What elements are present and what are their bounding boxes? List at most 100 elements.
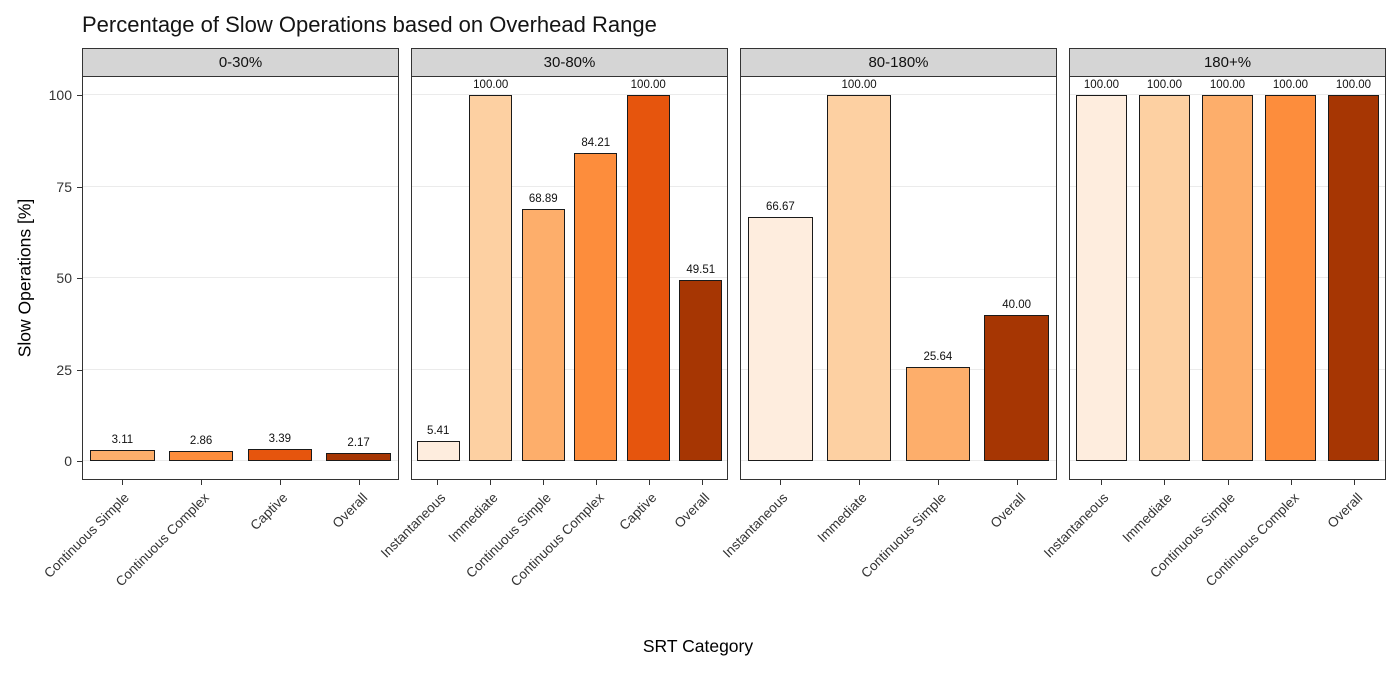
bar-slot: 2.17	[319, 437, 398, 461]
facet-panels: 0-30% 3.11 2.86 3.39 2.17 Continuous Simple Co…	[41, 48, 1386, 632]
bar-slot: 3.39	[241, 433, 320, 461]
chart-title: Percentage of Slow Operations based on O…	[82, 12, 657, 37]
bar-overall	[326, 453, 391, 461]
x-tick-mark	[543, 480, 545, 485]
x-tick-mark	[595, 480, 597, 485]
x-tick-mark	[1017, 480, 1019, 485]
bar-immediate	[469, 95, 513, 461]
panel-body: 100.00 100.00 100.00 100.00 100.00	[1069, 77, 1386, 480]
x-slot: Continuous Simple	[1147, 480, 1259, 632]
bar-value-label: 2.86	[189, 434, 213, 447]
bar-captive	[247, 448, 313, 461]
y-axis-ticks: 0 25 50 75 100	[40, 77, 82, 479]
x-tick-label: Overall	[329, 490, 370, 531]
y-tick-mark	[77, 95, 82, 96]
y-tick-mark	[77, 369, 82, 371]
facet-strip: 80-180%	[740, 48, 1057, 77]
x-tick-mark	[701, 480, 703, 485]
bar-continuous-complex	[1264, 95, 1317, 461]
bar-value-label: 49.51	[686, 263, 716, 276]
bar-slot: 100.00	[1196, 79, 1259, 461]
bar-value-label: 25.64	[923, 351, 953, 364]
gridline	[412, 94, 727, 95]
gridline	[412, 368, 727, 370]
bars: 66.67 100.00 25.64 40.00	[741, 77, 1056, 461]
x-axis-labels: Instantaneous Immediate Continuous Simple C…	[1041, 480, 1386, 632]
x-slot: Immediate	[814, 480, 898, 632]
bar-overall	[1327, 95, 1380, 461]
x-tick-mark	[648, 480, 650, 485]
bar-value-label: 100.00	[1335, 79, 1372, 91]
bar-immediate	[826, 95, 892, 461]
gridline	[741, 277, 1056, 278]
panel-body: 3.11 2.86 3.39 2.17	[82, 77, 399, 480]
x-slot: Captive	[241, 480, 320, 632]
x-slot: Immediate	[1120, 480, 1195, 632]
bar-slot: 66.67	[741, 201, 820, 461]
facet-panel-180+%: 180+% 100.00 100.00 100.00 100.00 100.00 Insta…	[1041, 48, 1386, 632]
x-tick-mark	[437, 480, 439, 485]
x-slot: Instantaneous	[720, 480, 819, 632]
gridline	[412, 460, 727, 461]
bar-immediate	[1138, 95, 1191, 461]
bar-overall	[984, 314, 1049, 461]
y-tick-mark	[77, 461, 82, 462]
bar-value-label: 100.00	[1209, 79, 1246, 91]
x-tick-mark	[359, 480, 361, 485]
bar-value-label: 3.11	[111, 433, 134, 446]
x-slot: Overall	[320, 480, 399, 632]
bar-slot: 100.00	[465, 79, 518, 461]
bar-value-label: 3.39	[268, 432, 292, 445]
bar-slot: 100.00	[1322, 79, 1385, 461]
bar-continuous-simple	[521, 208, 565, 461]
facet-panel-30-80%: 30-80% 5.41 100.00 68.89 84.21 100.00 49.51 Ins…	[377, 48, 728, 632]
x-slot: Continuous Complex	[112, 480, 240, 632]
bar-slot: 3.11	[83, 434, 162, 461]
bar-slot: 5.41	[412, 425, 465, 461]
y-axis-title: Slow Operations [%]	[14, 198, 35, 358]
x-axis-labels: Continuous Simple Continuous Complex Capti…	[41, 480, 399, 632]
gridline	[412, 185, 727, 187]
x-tick-label: Captive	[247, 490, 291, 533]
x-slot: Overall	[978, 480, 1057, 632]
bar-value-label: 100.00	[1146, 79, 1183, 91]
bar-instantaneous	[416, 441, 460, 461]
gridline	[83, 94, 398, 95]
bar-continuous-simple	[905, 367, 971, 461]
y-tick-mark	[77, 186, 82, 188]
x-slot: Instantaneous	[377, 480, 464, 632]
x-slot: Continuous Simple	[858, 480, 978, 632]
y-tick-label: 100	[48, 87, 72, 103]
y-tick-label: 75	[56, 178, 72, 195]
x-tick-label: Overall	[1324, 490, 1365, 531]
x-axis-labels: Instantaneous Immediate Continuous Simple C…	[377, 480, 728, 632]
gridline	[83, 185, 398, 187]
bar-slot: 100.00	[1070, 79, 1133, 461]
bar-slot: 100.00	[622, 79, 675, 461]
gridline	[741, 94, 1056, 95]
bar-slot: 40.00	[977, 299, 1056, 461]
x-slot: Continuous Simple	[463, 480, 570, 632]
gridline	[412, 277, 727, 278]
bar-value-label: 100.00	[841, 79, 877, 91]
bar-slot: 2.86	[162, 435, 241, 461]
x-tick-mark	[1227, 480, 1229, 485]
x-slot: Continuous Complex	[507, 480, 622, 632]
bar-value-label: 100.00	[1083, 79, 1120, 91]
y-tick-label: 25	[56, 361, 72, 378]
bar-value-label: 100.00	[630, 79, 666, 91]
bar-instantaneous	[1075, 95, 1128, 461]
gridline	[83, 277, 398, 278]
bar-value-label: 66.67	[765, 201, 795, 213]
bar-captive	[626, 95, 670, 461]
x-slot: Instantaneous	[1041, 480, 1132, 632]
x-slot: Continuous Simple	[41, 480, 161, 632]
bar-value-label: 100.00	[473, 79, 509, 91]
bar-slot: 100.00	[1259, 79, 1322, 461]
x-tick-label: Overall	[987, 490, 1028, 531]
gridline	[83, 460, 398, 461]
x-tick-mark	[1164, 480, 1166, 485]
bar-continuous-complex	[574, 152, 618, 461]
y-tick-mark	[77, 278, 82, 279]
